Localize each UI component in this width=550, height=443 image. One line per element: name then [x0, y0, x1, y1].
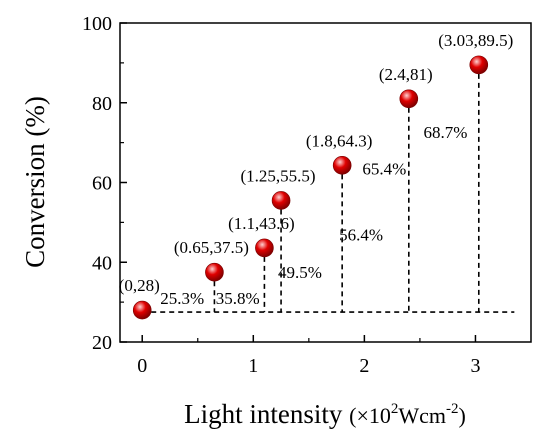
x-axis-unit-prefix: (×10	[349, 403, 391, 428]
percent-label: 35.8%	[216, 289, 260, 308]
y-axis-title: Conversion (%)	[20, 96, 50, 268]
data-points	[132, 55, 489, 320]
x-tick-label: 2	[359, 355, 369, 377]
point-coordinate-label: (1.8,64.3)	[306, 131, 373, 150]
percent-label: 68.7%	[424, 123, 468, 142]
percent-label: 49.5%	[278, 263, 322, 282]
x-axis-unit-exp1: 2	[391, 401, 399, 417]
data-point-marker	[271, 191, 291, 210]
x-axis-unit-mid: Wcm	[398, 403, 446, 428]
data-point-marker	[399, 89, 419, 109]
data-point-marker	[205, 262, 224, 282]
percent-label: 56.4%	[339, 225, 383, 244]
percent-annotations: 25.3% 35.8% 49.5% 56.4% 65.4% 68.7%	[160, 123, 467, 308]
point-coordinate-label: (1.1,43.6)	[228, 214, 295, 233]
x-axis-unit-exp2: -2	[446, 401, 459, 417]
data-point-marker	[255, 238, 274, 258]
point-coordinate-label: (0,28)	[119, 276, 160, 295]
x-tick-label: 0	[137, 355, 147, 377]
y-tick-label: 20	[92, 332, 112, 354]
y-tick-label: 40	[92, 252, 112, 274]
y-tick-label: 60	[92, 173, 112, 195]
data-point-marker	[469, 55, 489, 75]
x-axis-unit-suffix: )	[459, 403, 466, 428]
percent-label: 65.4%	[362, 160, 406, 179]
x-tick-label: 3	[470, 355, 480, 377]
data-point-marker	[332, 156, 352, 175]
percent-label: 25.3%	[160, 289, 204, 308]
point-coordinate-label: (3.03,89.5)	[438, 31, 513, 50]
x-axis-title-main: Light intensity	[184, 399, 343, 429]
y-tick-label: 80	[92, 93, 112, 115]
data-point-marker	[132, 300, 152, 320]
point-coordinate-label: (0.65,37.5)	[174, 238, 249, 257]
x-axis-title: Light intensity (×102Wcm-2)	[184, 399, 466, 429]
x-tick-label: 1	[248, 355, 258, 377]
point-coordinate-label: (2.4,81)	[379, 65, 433, 84]
point-labels: (0,28) (0.65,37.5) (1.1,43.6) (1.25,55.5) (1…	[119, 31, 514, 295]
point-coordinate-label: (1.25,55.5)	[241, 166, 316, 185]
y-tick-label: 100	[82, 13, 112, 35]
x-axis-ticks: 0 1 2 3	[137, 335, 480, 377]
y-axis-ticks: 20 40 60 80 100	[82, 13, 127, 354]
guide-lines	[142, 64, 515, 313]
